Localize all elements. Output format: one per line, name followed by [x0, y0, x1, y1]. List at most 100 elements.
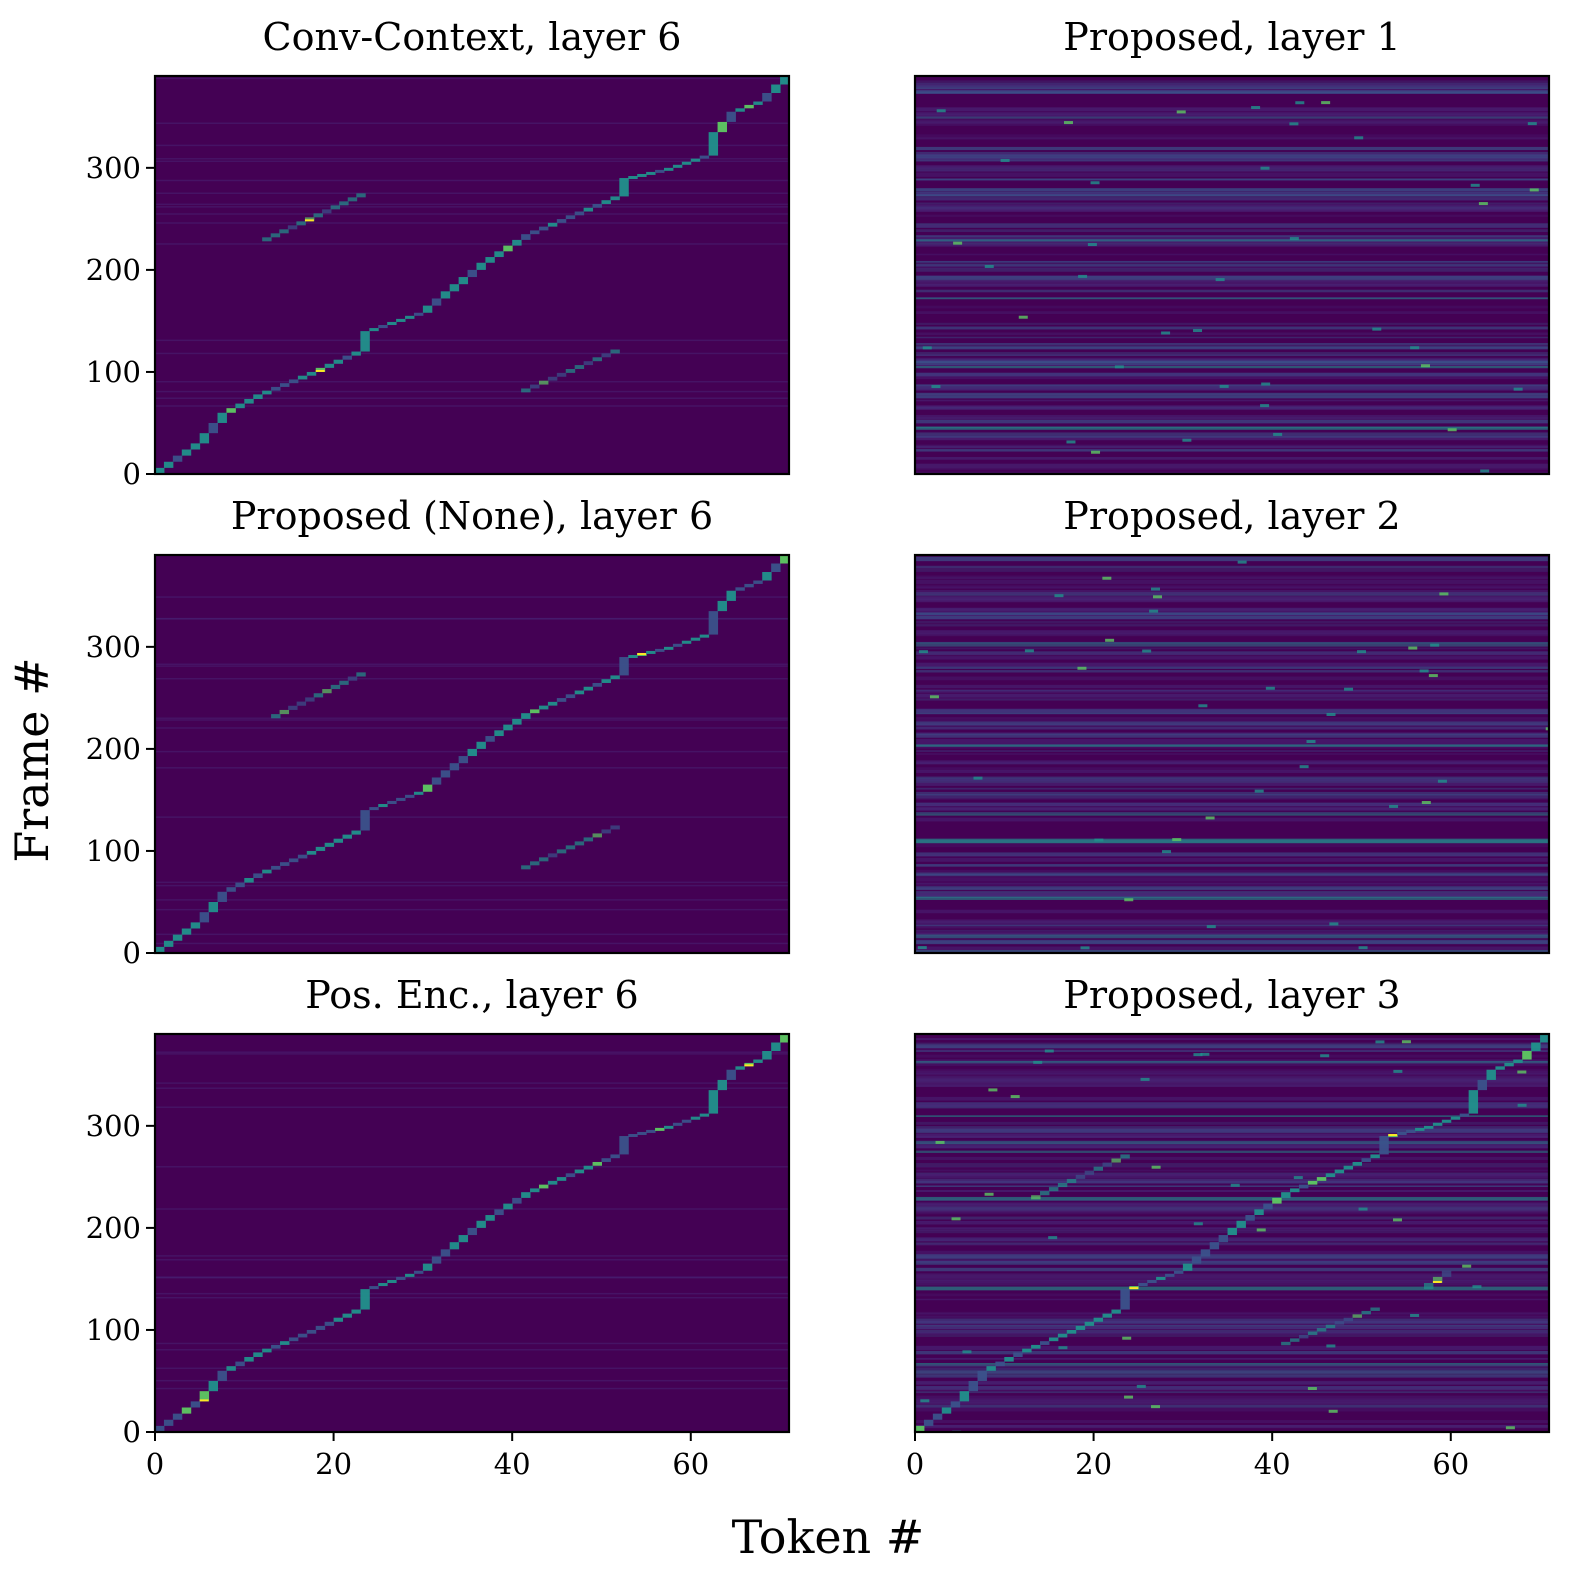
heatmap-stripe: [915, 1401, 1549, 1405]
heatmap-stripe: [915, 624, 1549, 627]
heatmap-stripe: [915, 178, 1549, 181]
heatmap-stripe: [155, 243, 789, 245]
alignment-cell: [324, 1321, 335, 1326]
alignment-cell: [333, 359, 344, 364]
heatmap-stripe: [915, 1084, 1549, 1087]
heatmap-stripe: [915, 857, 1549, 862]
heatmap-stripe: [915, 794, 1549, 799]
alignment-cell: [1459, 1113, 1470, 1117]
panel-title: Conv-Context, layer 6: [263, 15, 682, 59]
heatmap-stripe: [155, 339, 789, 342]
heatmap-stripe: [915, 1320, 1549, 1323]
heatmap-stripe: [915, 120, 1549, 124]
heatmap-stripe: [915, 630, 1549, 635]
heatmap-stripe: [915, 1281, 1549, 1286]
alignment-cell: [288, 858, 299, 863]
alignment-cell: [1013, 1352, 1023, 1357]
alignment-cell: [610, 675, 620, 680]
heatmap-stripe: [915, 750, 1549, 752]
alignment-cell: [288, 1337, 299, 1342]
alignment-cell: [950, 1401, 961, 1408]
alignment-cell: [297, 375, 308, 380]
heatmap-cell: [1254, 789, 1264, 793]
alignment-cell: [556, 219, 567, 223]
alignment-cell: [458, 756, 469, 764]
heatmap-stripe: [915, 782, 1549, 786]
alignment-cell: [190, 443, 201, 450]
alignment-cell: [494, 1209, 504, 1216]
heatmap-cell: [1437, 779, 1447, 783]
alignment-cell: [339, 201, 349, 206]
alignment-cell: [771, 1042, 781, 1052]
y-tick-label: 300: [86, 1109, 141, 1143]
heatmap-stripe: [915, 154, 1549, 159]
heatmap-cell: [931, 385, 941, 389]
alignment-cell: [1432, 1122, 1443, 1126]
heatmap-stripe: [915, 1242, 1549, 1245]
alignment-cell: [744, 104, 754, 109]
alignment-cell: [360, 1289, 370, 1310]
heatmap-stripe: [915, 151, 1549, 155]
heatmap-stripe: [915, 1172, 1549, 1175]
alignment-cell: [1531, 1042, 1541, 1052]
heatmap-panel-1: Conv-Context, layer 6 0 100 200 300: [86, 15, 791, 491]
alignment-cell: [467, 748, 477, 757]
heatmap-stripe: [915, 1407, 1549, 1412]
alignment-cell: [583, 361, 594, 366]
heatmap-cell: [953, 241, 963, 245]
heatmap-cell: [1260, 404, 1270, 408]
heatmap-stripe: [915, 770, 1549, 773]
heatmap-cell: [918, 650, 928, 654]
alignment-cell: [476, 1220, 486, 1228]
alignment-cell: [601, 200, 611, 204]
heatmap-cell: [922, 346, 932, 350]
heatmap-cell: [1058, 1346, 1068, 1350]
alignment-cell: [485, 1215, 495, 1221]
alignment-cell: [467, 269, 477, 278]
x-tick-label: 0: [146, 1447, 164, 1481]
alignment-cell: [726, 111, 736, 122]
heatmap-stripe: [915, 1315, 1549, 1318]
heatmap-stripe: [915, 305, 1549, 309]
heatmap-cell: [1295, 101, 1305, 105]
heatmap-panel-4: Proposed, layer 2: [913, 494, 1551, 955]
heatmap-stripe: [915, 1140, 1549, 1145]
heatmap-stripe: [915, 426, 1549, 429]
heatmap-stripe: [915, 1380, 1549, 1385]
heatmap-stripe: [915, 1318, 1549, 1323]
alignment-cell: [296, 701, 307, 706]
heatmap-stripe: [915, 852, 1549, 857]
heatmap-cell: [1480, 469, 1490, 473]
heatmap-stripe: [915, 179, 1549, 182]
heatmap-stripe: [915, 853, 1549, 858]
heatmap-cell: [1176, 110, 1186, 114]
alignment-cell: [330, 205, 341, 210]
heatmap-stripe: [155, 719, 789, 721]
heatmap-stripe: [915, 1273, 1549, 1278]
alignment-cell: [217, 412, 227, 423]
heatmap-stripe: [915, 946, 1549, 950]
alignment-cell: [547, 1180, 558, 1185]
heatmap-stripe: [915, 1279, 1549, 1283]
heatmap-stripe: [915, 662, 1549, 667]
heatmap-stripe: [915, 365, 1549, 369]
alignment-cell: [1343, 1317, 1354, 1322]
alignment-cell: [521, 865, 531, 870]
heatmap-stripe: [915, 589, 1549, 594]
alignment-cell: [538, 380, 549, 385]
heatmap-stripe: [915, 1061, 1549, 1066]
heatmap-stripe: [915, 1331, 1549, 1335]
heatmap-stripe: [155, 717, 789, 719]
heatmap-cell: [1421, 801, 1431, 805]
alignment-cell: [619, 178, 629, 197]
heatmap-stripe: [915, 1141, 1549, 1145]
alignment-cell: [280, 862, 290, 866]
alignment-cell: [565, 368, 576, 373]
heatmap-stripe: [915, 1209, 1549, 1213]
alignment-cell: [547, 853, 558, 858]
alignment-cell: [699, 634, 710, 638]
heatmap-stripe: [915, 1334, 1549, 1337]
heatmap-stripe: [915, 647, 1549, 650]
heatmap-stripe: [155, 1208, 789, 1210]
heatmap-cell: [1447, 428, 1457, 432]
